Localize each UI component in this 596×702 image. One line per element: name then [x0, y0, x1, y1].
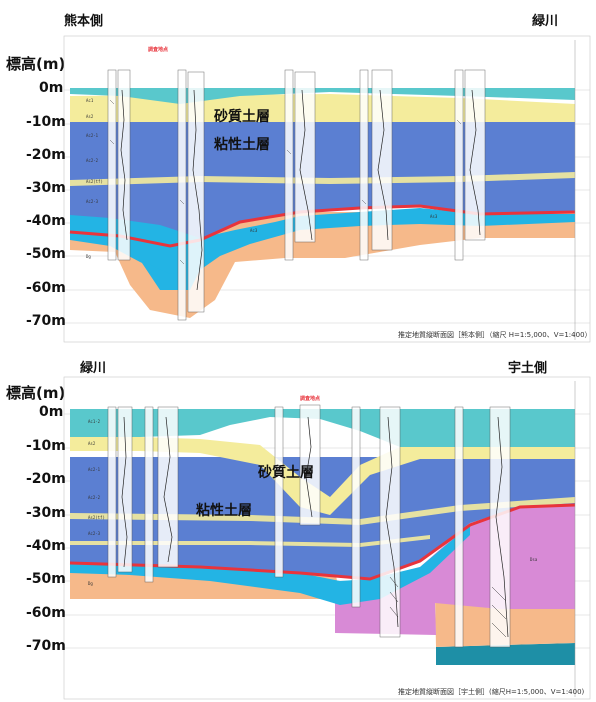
top-unit-label: As2	[86, 114, 94, 119]
bottom-caption: 推定地質縦断面図［宇土側］(縮尺H=1:5,000、V=1:400)	[398, 688, 585, 696]
top-depth-60: -60m	[26, 280, 66, 296]
bottom-unit-label: Ac2-3	[88, 531, 101, 536]
bottom-depth-30: -30m	[26, 505, 66, 521]
bottom-unit-label: Ac2-2	[88, 495, 101, 500]
bottom-depth-40: -40m	[26, 538, 66, 554]
bottom-unit-label: Ac2-1	[88, 467, 101, 472]
bottom-depth-20: -20m	[26, 471, 66, 487]
top-unit-label: Ac2-3	[86, 199, 99, 204]
bottom-depth-50: -50m	[26, 571, 66, 587]
top-axis-title: 標高(m)	[6, 55, 66, 73]
top-sand-layer-label: 砂質土層	[214, 109, 270, 125]
top-unit-label: Ac2-2	[86, 158, 99, 163]
bottom-unit-label: As2	[88, 441, 96, 446]
top-depth-40: -40m	[26, 213, 66, 229]
bottom-left-side-label: 緑川	[80, 361, 107, 376]
bottom-clay-layer-label: 粘性土層	[196, 503, 252, 519]
bottom-depth-0: 0m	[39, 404, 64, 420]
bottom-unit-labels: Ac1-2 As2 Ac2-1 Ac2-2 As2(tf) Ac2-3 Dg D…	[88, 419, 538, 586]
bottom-site-label: 調査地点	[300, 395, 320, 402]
bottom-depth-70: -70m	[26, 638, 66, 654]
bottom-depth-60: -60m	[26, 605, 66, 621]
top-unit-label: As2(tf)	[86, 179, 103, 184]
top-depth-10: -10m	[26, 114, 66, 130]
bottom-unit-label: As2(tf)	[88, 515, 105, 520]
top-unit-label: Ac3	[250, 228, 258, 233]
top-unit-label: Ac1	[86, 98, 94, 103]
top-site-label: 調査地点	[148, 46, 168, 53]
top-section-diagram: 調査地点 Ac1 As2 Ac2-1 Ac2-2 As2(tf) Ac2-3 A…	[63, 35, 591, 343]
top-unit-labels: Ac1 As2 Ac2-1 Ac2-2 As2(tf) Ac2-3 Ac3 As…	[86, 98, 438, 259]
top-right-side-label: 緑川	[532, 14, 559, 29]
top-unit-label: Ac2-1	[86, 133, 99, 138]
bottom-depth-10: -10m	[26, 438, 66, 454]
top-depth-50: -50m	[26, 246, 66, 262]
top-left-side-label: 熊本側	[64, 14, 104, 29]
top-depth-70: -70m	[26, 313, 66, 329]
top-unit-label: As3	[430, 214, 438, 219]
top-unit-label: Dg	[86, 254, 91, 259]
top-depth-20: -20m	[26, 147, 66, 163]
bottom-right-side-label: 宇土側	[508, 361, 548, 376]
bottom-unit-label: Ac1-2	[88, 419, 101, 424]
top-depth-0: 0m	[39, 80, 64, 96]
top-depth-30: -30m	[26, 180, 66, 196]
bottom-unit-label: Dsa	[530, 557, 538, 562]
top-caption: 推定地質縦断面図［熊本側］（縮尺 H=1:5,000、V=1:400）	[398, 331, 592, 339]
top-clay-layer-label: 粘性土層	[214, 137, 270, 153]
bottom-axis-title: 標高(m)	[6, 384, 66, 402]
bottom-sand-layer-label: 砂質土層	[258, 465, 314, 481]
bottom-section-diagram: 調査地点 Ac1-2 As2 Ac2-1 Ac2-2 As2(tf) Ac2-3…	[63, 376, 591, 700]
bottom-unit-label: Dg	[88, 581, 93, 586]
